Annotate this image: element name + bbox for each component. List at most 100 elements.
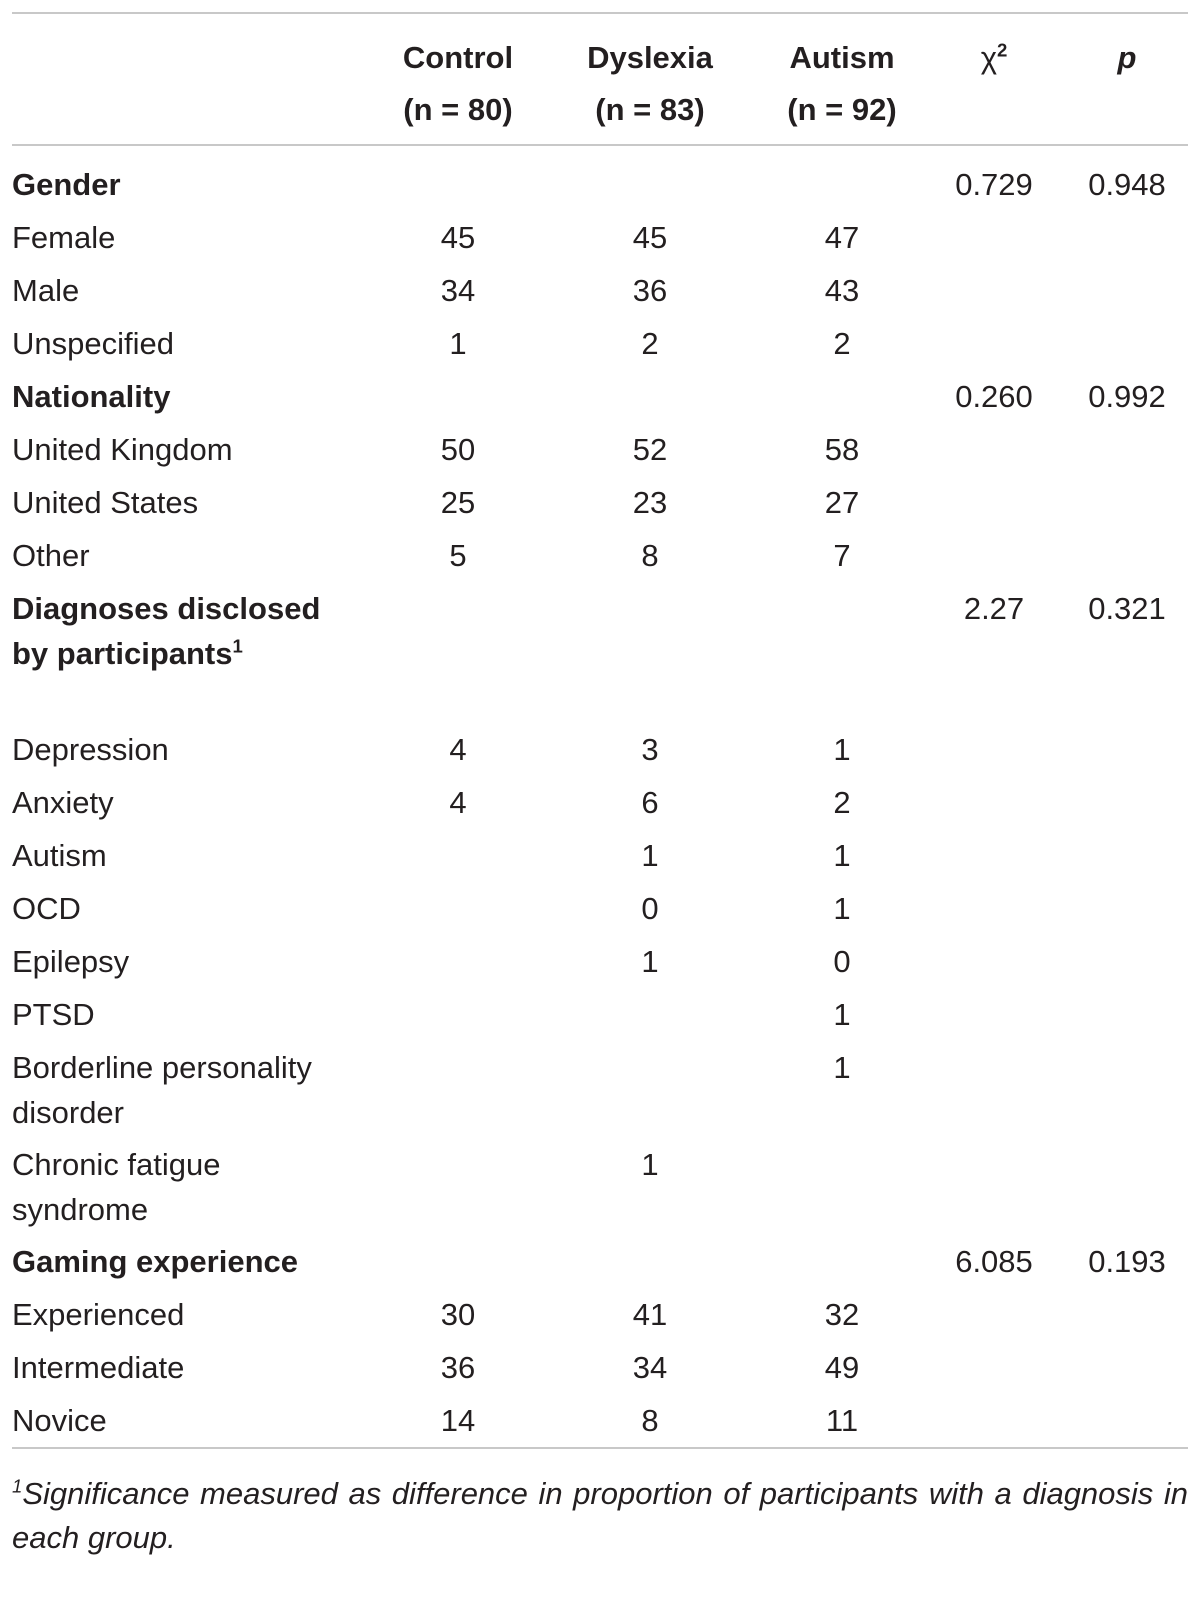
table-top-rule bbox=[12, 12, 1188, 14]
dyslexia-count: 52 bbox=[632, 432, 668, 467]
chi-square-value: 0.729 bbox=[955, 167, 1033, 202]
table-row: Other 5 8 7 bbox=[12, 529, 1188, 582]
autism-count: 32 bbox=[824, 1297, 860, 1332]
autism-count: 0 bbox=[833, 944, 851, 979]
chi-square-value: 0.260 bbox=[955, 379, 1033, 414]
dyslexia-count: 1 bbox=[641, 838, 659, 873]
header-control-n: (n = 80) bbox=[403, 92, 513, 127]
table-row: Epilepsy 1 0 bbox=[12, 935, 1188, 988]
dyslexia-count: 23 bbox=[632, 485, 668, 520]
dyslexia-count: 41 bbox=[632, 1297, 668, 1332]
autism-count: 2 bbox=[833, 785, 851, 820]
header-dyslexia: Dyslexia (n = 83) bbox=[560, 32, 740, 136]
table-header-rule bbox=[12, 144, 1188, 146]
row-label: PTSD bbox=[12, 997, 95, 1032]
dyslexia-count: 45 bbox=[632, 220, 668, 255]
header-chi-square: χ2 bbox=[934, 32, 1054, 84]
control-count: 5 bbox=[449, 538, 467, 573]
demographics-table: Control (n = 80) Dyslexia (n = 83) Autis… bbox=[12, 12, 1188, 1449]
dyslexia-count: 36 bbox=[632, 273, 668, 308]
row-label: United Kingdom bbox=[12, 432, 233, 467]
table-row: United States 25 23 27 bbox=[12, 476, 1188, 529]
header-autism-n: (n = 92) bbox=[787, 92, 897, 127]
autism-count: 1 bbox=[833, 1050, 851, 1085]
table-row: Male 34 36 43 bbox=[12, 264, 1188, 317]
autism-count: 7 bbox=[833, 538, 851, 573]
table-row: Autism 1 1 bbox=[12, 829, 1188, 882]
header-chi-symbol: χ bbox=[980, 40, 997, 75]
table-row: Depression 4 3 1 bbox=[12, 723, 1188, 776]
header-p-value: p bbox=[1067, 32, 1187, 84]
autism-count: 27 bbox=[824, 485, 860, 520]
header-autism: Autism (n = 92) bbox=[752, 32, 932, 136]
dyslexia-count: 0 bbox=[641, 891, 659, 926]
header-autism-name: Autism bbox=[789, 40, 895, 75]
header-dyslexia-n: (n = 83) bbox=[595, 92, 705, 127]
row-label: Intermediate bbox=[12, 1350, 185, 1385]
table-header: Control (n = 80) Dyslexia (n = 83) Autis… bbox=[12, 14, 1188, 144]
control-count: 4 bbox=[449, 785, 467, 820]
control-count: 4 bbox=[449, 732, 467, 767]
row-label: Other bbox=[12, 538, 90, 573]
row-label: Borderline personality disorder bbox=[12, 1050, 312, 1130]
dyslexia-count: 1 bbox=[641, 944, 659, 979]
row-label: Chronic fatigue syndrome bbox=[12, 1147, 221, 1227]
autism-count: 47 bbox=[824, 220, 860, 255]
row-label: Novice bbox=[12, 1403, 107, 1438]
group-label: Gaming experience bbox=[12, 1244, 299, 1279]
header-dyslexia-name: Dyslexia bbox=[587, 40, 713, 75]
table-row: Female 45 45 47 bbox=[12, 211, 1188, 264]
table-row: Unspecified 1 2 2 bbox=[12, 317, 1188, 370]
table-group-row: Gaming experience 6.085 0.193 bbox=[12, 1235, 1188, 1288]
row-label: Epilepsy bbox=[12, 944, 130, 979]
autism-count: 1 bbox=[833, 997, 851, 1032]
control-count: 30 bbox=[440, 1297, 476, 1332]
chi-square-value: 2.27 bbox=[963, 591, 1025, 626]
row-label: Unspecified bbox=[12, 326, 174, 361]
p-value: 0.321 bbox=[1088, 591, 1166, 626]
row-label: Female bbox=[12, 220, 116, 255]
autism-count: 1 bbox=[833, 732, 851, 767]
dyslexia-count: 1 bbox=[641, 1147, 659, 1182]
table-row: OCD 0 1 bbox=[12, 882, 1188, 935]
header-chi-sup: 2 bbox=[996, 39, 1008, 61]
row-label: OCD bbox=[12, 891, 81, 926]
table-footnote: 1Significance measured as difference in … bbox=[12, 1472, 1188, 1560]
table-row: Experienced 30 41 32 bbox=[12, 1288, 1188, 1341]
autism-count: 58 bbox=[824, 432, 860, 467]
p-value: 0.193 bbox=[1088, 1244, 1166, 1279]
group-label: Nationality bbox=[12, 379, 171, 414]
control-count: 45 bbox=[440, 220, 476, 255]
dyslexia-count: 8 bbox=[641, 538, 659, 573]
control-count: 34 bbox=[440, 273, 476, 308]
table-bottom-rule bbox=[12, 1447, 1188, 1449]
row-label: Autism bbox=[12, 838, 107, 873]
control-count: 1 bbox=[449, 326, 467, 361]
footnote-marker: 1 bbox=[12, 1475, 23, 1497]
dyslexia-count: 8 bbox=[641, 1403, 659, 1438]
p-value: 0.948 bbox=[1088, 167, 1166, 202]
row-label: United States bbox=[12, 485, 199, 520]
dyslexia-count: 6 bbox=[641, 785, 659, 820]
autism-count: 1 bbox=[833, 891, 851, 926]
table-row: Chronic fatigue syndrome 1 bbox=[12, 1138, 1188, 1235]
table-body: Gender 0.729 0.948 Female 45 45 47 Male 34 36 43 Un… bbox=[12, 146, 1188, 1447]
table-row: Anxiety 4 6 2 bbox=[12, 776, 1188, 829]
table-group-row: Nationality 0.260 0.992 bbox=[12, 370, 1188, 423]
row-label: Male bbox=[12, 273, 80, 308]
header-control: Control (n = 80) bbox=[368, 32, 548, 136]
control-count: 25 bbox=[440, 485, 476, 520]
autism-count: 43 bbox=[824, 273, 860, 308]
dyslexia-count: 3 bbox=[641, 732, 659, 767]
row-label: Experienced bbox=[12, 1297, 185, 1332]
autism-count: 1 bbox=[833, 838, 851, 873]
row-label: Depression bbox=[12, 732, 169, 767]
header-p-symbol: p bbox=[1117, 40, 1137, 75]
p-value: 0.992 bbox=[1088, 379, 1166, 414]
control-count: 50 bbox=[440, 432, 476, 467]
dyslexia-count: 34 bbox=[632, 1350, 668, 1385]
dyslexia-count: 2 bbox=[641, 326, 659, 361]
header-control-name: Control bbox=[402, 40, 514, 75]
table-row: Borderline personality disorder 1 bbox=[12, 1041, 1188, 1138]
autism-count: 2 bbox=[833, 326, 851, 361]
